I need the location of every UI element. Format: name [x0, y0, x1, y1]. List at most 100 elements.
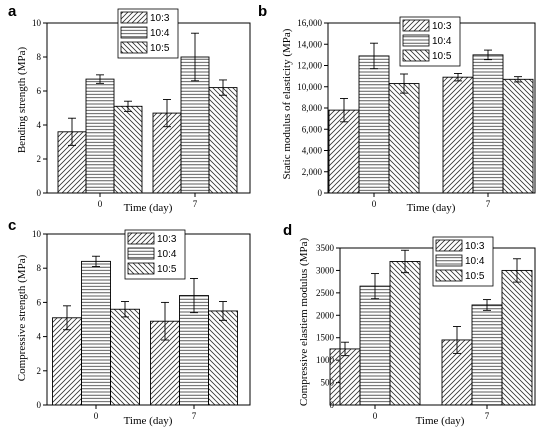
- panel-b-legend-label: 10:5: [432, 51, 452, 62]
- panel-b-error-bar: [340, 97, 348, 123]
- panel-c-legend-label: 10:5: [157, 264, 177, 275]
- panel-a-ytick-label: 4: [37, 120, 42, 130]
- panel-d-legend-swatch: [435, 239, 463, 252]
- panel-c-ytick-label: 4: [37, 332, 42, 342]
- panel-a-ytick-label: 10: [32, 18, 42, 28]
- panel-a-error-bar: [124, 100, 132, 112]
- panel-d-ytick-label: 1000: [316, 355, 335, 365]
- panel-a-legend-swatch: [120, 26, 148, 39]
- panel-b-bar: [472, 54, 504, 194]
- panel-a-legend-swatch: [120, 11, 148, 24]
- panel-a-xlabel: Time (day): [124, 202, 173, 214]
- panel-d-ytick-label: 2000: [316, 310, 335, 320]
- panel-d-xtick-label: 7: [485, 411, 490, 421]
- panel-c-ytick-label: 0: [37, 400, 42, 410]
- panel-c-legend: 10:3 10:4 10:5: [124, 229, 186, 280]
- panel-d-bar: [501, 269, 533, 406]
- panel-a-legend-label: 10:5: [150, 43, 170, 54]
- panel-c-letter: c: [8, 217, 16, 234]
- panel-a-ylabel: Bending strength (MPa): [16, 47, 28, 154]
- panel-a-bar: [57, 131, 87, 194]
- panel-c-ytick-label: 10: [32, 229, 42, 239]
- panel-c-legend-label: 10:3: [157, 234, 177, 245]
- panel-d-error-bar: [401, 249, 409, 274]
- panel-a-error-bar: [68, 117, 76, 146]
- panel-c-ytick-label: 2: [37, 366, 42, 376]
- panel-b-plot: 0 2,000 4,000 6,000 8,000 10,000 12,000 14,000 1…: [297, 16, 536, 209]
- panel-d-xlabel: Time (day): [416, 415, 465, 427]
- panel-d-legend: 10:3 10:4 10:5: [432, 236, 494, 287]
- panel-a-xtick-label: 7: [193, 199, 198, 209]
- panel-b-ytick-label: 2,000: [302, 167, 323, 177]
- panel-d-legend-swatch: [435, 269, 463, 282]
- panel-c-plot: 0 2 4 6 8 10 0 7 10:3 10:4 10:5: [32, 229, 251, 421]
- panel-c-legend-swatch: [127, 262, 155, 275]
- panel-b-bar: [502, 78, 534, 194]
- panel-a-error-bar: [191, 32, 199, 82]
- panel-a: a Bending strength (MPa) Time (day) 0 2 4 6…: [8, 3, 251, 214]
- panel-a-legend-label: 10:4: [150, 28, 170, 39]
- panel-b-legend-label: 10:4: [432, 36, 452, 47]
- panel-d-legend-label: 10:4: [465, 256, 485, 267]
- panel-c-bar: [208, 310, 238, 406]
- panel-d-ytick-label: 3000: [316, 265, 335, 275]
- panel-b-ytick-label: 4,000: [302, 146, 323, 156]
- panel-b-legend-swatch: [402, 34, 430, 47]
- panel-b-ytick-label: 6,000: [302, 124, 323, 134]
- panel-d-bar: [359, 285, 391, 406]
- panel-a-legend-label: 10:3: [150, 13, 170, 24]
- panel-d-legend-label: 10:3: [465, 241, 485, 252]
- panel-b-bar: [328, 109, 360, 194]
- panel-c-xtick-label: 0: [94, 411, 99, 421]
- panel-b-bar: [442, 76, 474, 194]
- panel-d-ytick-label: 1500: [316, 333, 335, 343]
- panel-b-legend-label: 10:3: [432, 21, 452, 32]
- panel-d-ytick-label: 500: [321, 378, 335, 388]
- panel-d-bar: [329, 348, 361, 406]
- panel-c-bar: [81, 260, 111, 406]
- panel-b-error-bar: [370, 42, 378, 70]
- panel-c-ytick-label: 8: [37, 263, 42, 273]
- panel-b-ytick-label: 12,000: [297, 61, 322, 71]
- panel-b-ytick-label: 14,000: [297, 39, 322, 49]
- panel-a-letter: a: [8, 3, 17, 20]
- panel-d-legend-swatch: [435, 254, 463, 267]
- panel-a-legend-swatch: [120, 41, 148, 54]
- panel-d-ytick-label: 3500: [316, 243, 335, 253]
- panel-a-error-bar: [96, 74, 104, 84]
- panel-b-ytick-label: 8,000: [302, 103, 323, 113]
- panel-b-ytick-label: 16,000: [297, 18, 322, 28]
- panel-d-bar: [389, 261, 421, 406]
- panel-d-ylabel: Compressive elastiem modulus (MPa): [298, 237, 310, 406]
- panel-a-error-bar: [219, 79, 227, 96]
- panel-c-error-bar: [121, 301, 129, 318]
- panel-d-error-bar: [341, 341, 349, 357]
- panel-a-error-bar: [163, 99, 171, 128]
- panel-d-error-bar: [371, 273, 379, 300]
- panel-b-error-bar: [514, 76, 522, 83]
- panel-b-error-bar: [484, 49, 492, 61]
- panel-b-ytick-label: 0: [318, 188, 323, 198]
- panel-b-bar: [358, 55, 390, 194]
- panel-d-error-bar: [453, 326, 461, 354]
- panel-a-ytick-label: 2: [37, 154, 42, 164]
- panel-b-legend: 10:3 10:4 10:5: [399, 16, 461, 67]
- panel-b-bar: [388, 83, 420, 194]
- panel-c-xlabel: Time (day): [124, 415, 173, 427]
- panel-c-ylabel: Compressive strength (MPa): [16, 254, 28, 381]
- panel-b: b Static modulus of elasticity (MPa) Tim…: [258, 3, 536, 214]
- panel-c-legend-swatch: [127, 247, 155, 260]
- panel-a-legend: 10:3 10:4 10:5: [117, 8, 179, 59]
- panel-b-error-bar: [454, 73, 462, 82]
- panel-d: d Compressive elastiem modulus (MPa) Tim…: [283, 222, 536, 427]
- panel-d-error-bar: [513, 258, 521, 283]
- panel-b-letter: b: [258, 3, 267, 20]
- panel-d-legend-label: 10:5: [465, 271, 485, 282]
- panel-d-bar: [471, 304, 503, 406]
- panel-b-xlabel: Time (day): [407, 202, 456, 214]
- panel-a-plot: 0 2 4 6 8 10 0 7 10:3 10:4 10:5: [32, 8, 251, 209]
- panel-d-letter: d: [283, 222, 292, 239]
- panel-a-ytick-label: 8: [37, 52, 42, 62]
- panel-b-legend-swatch: [402, 49, 430, 62]
